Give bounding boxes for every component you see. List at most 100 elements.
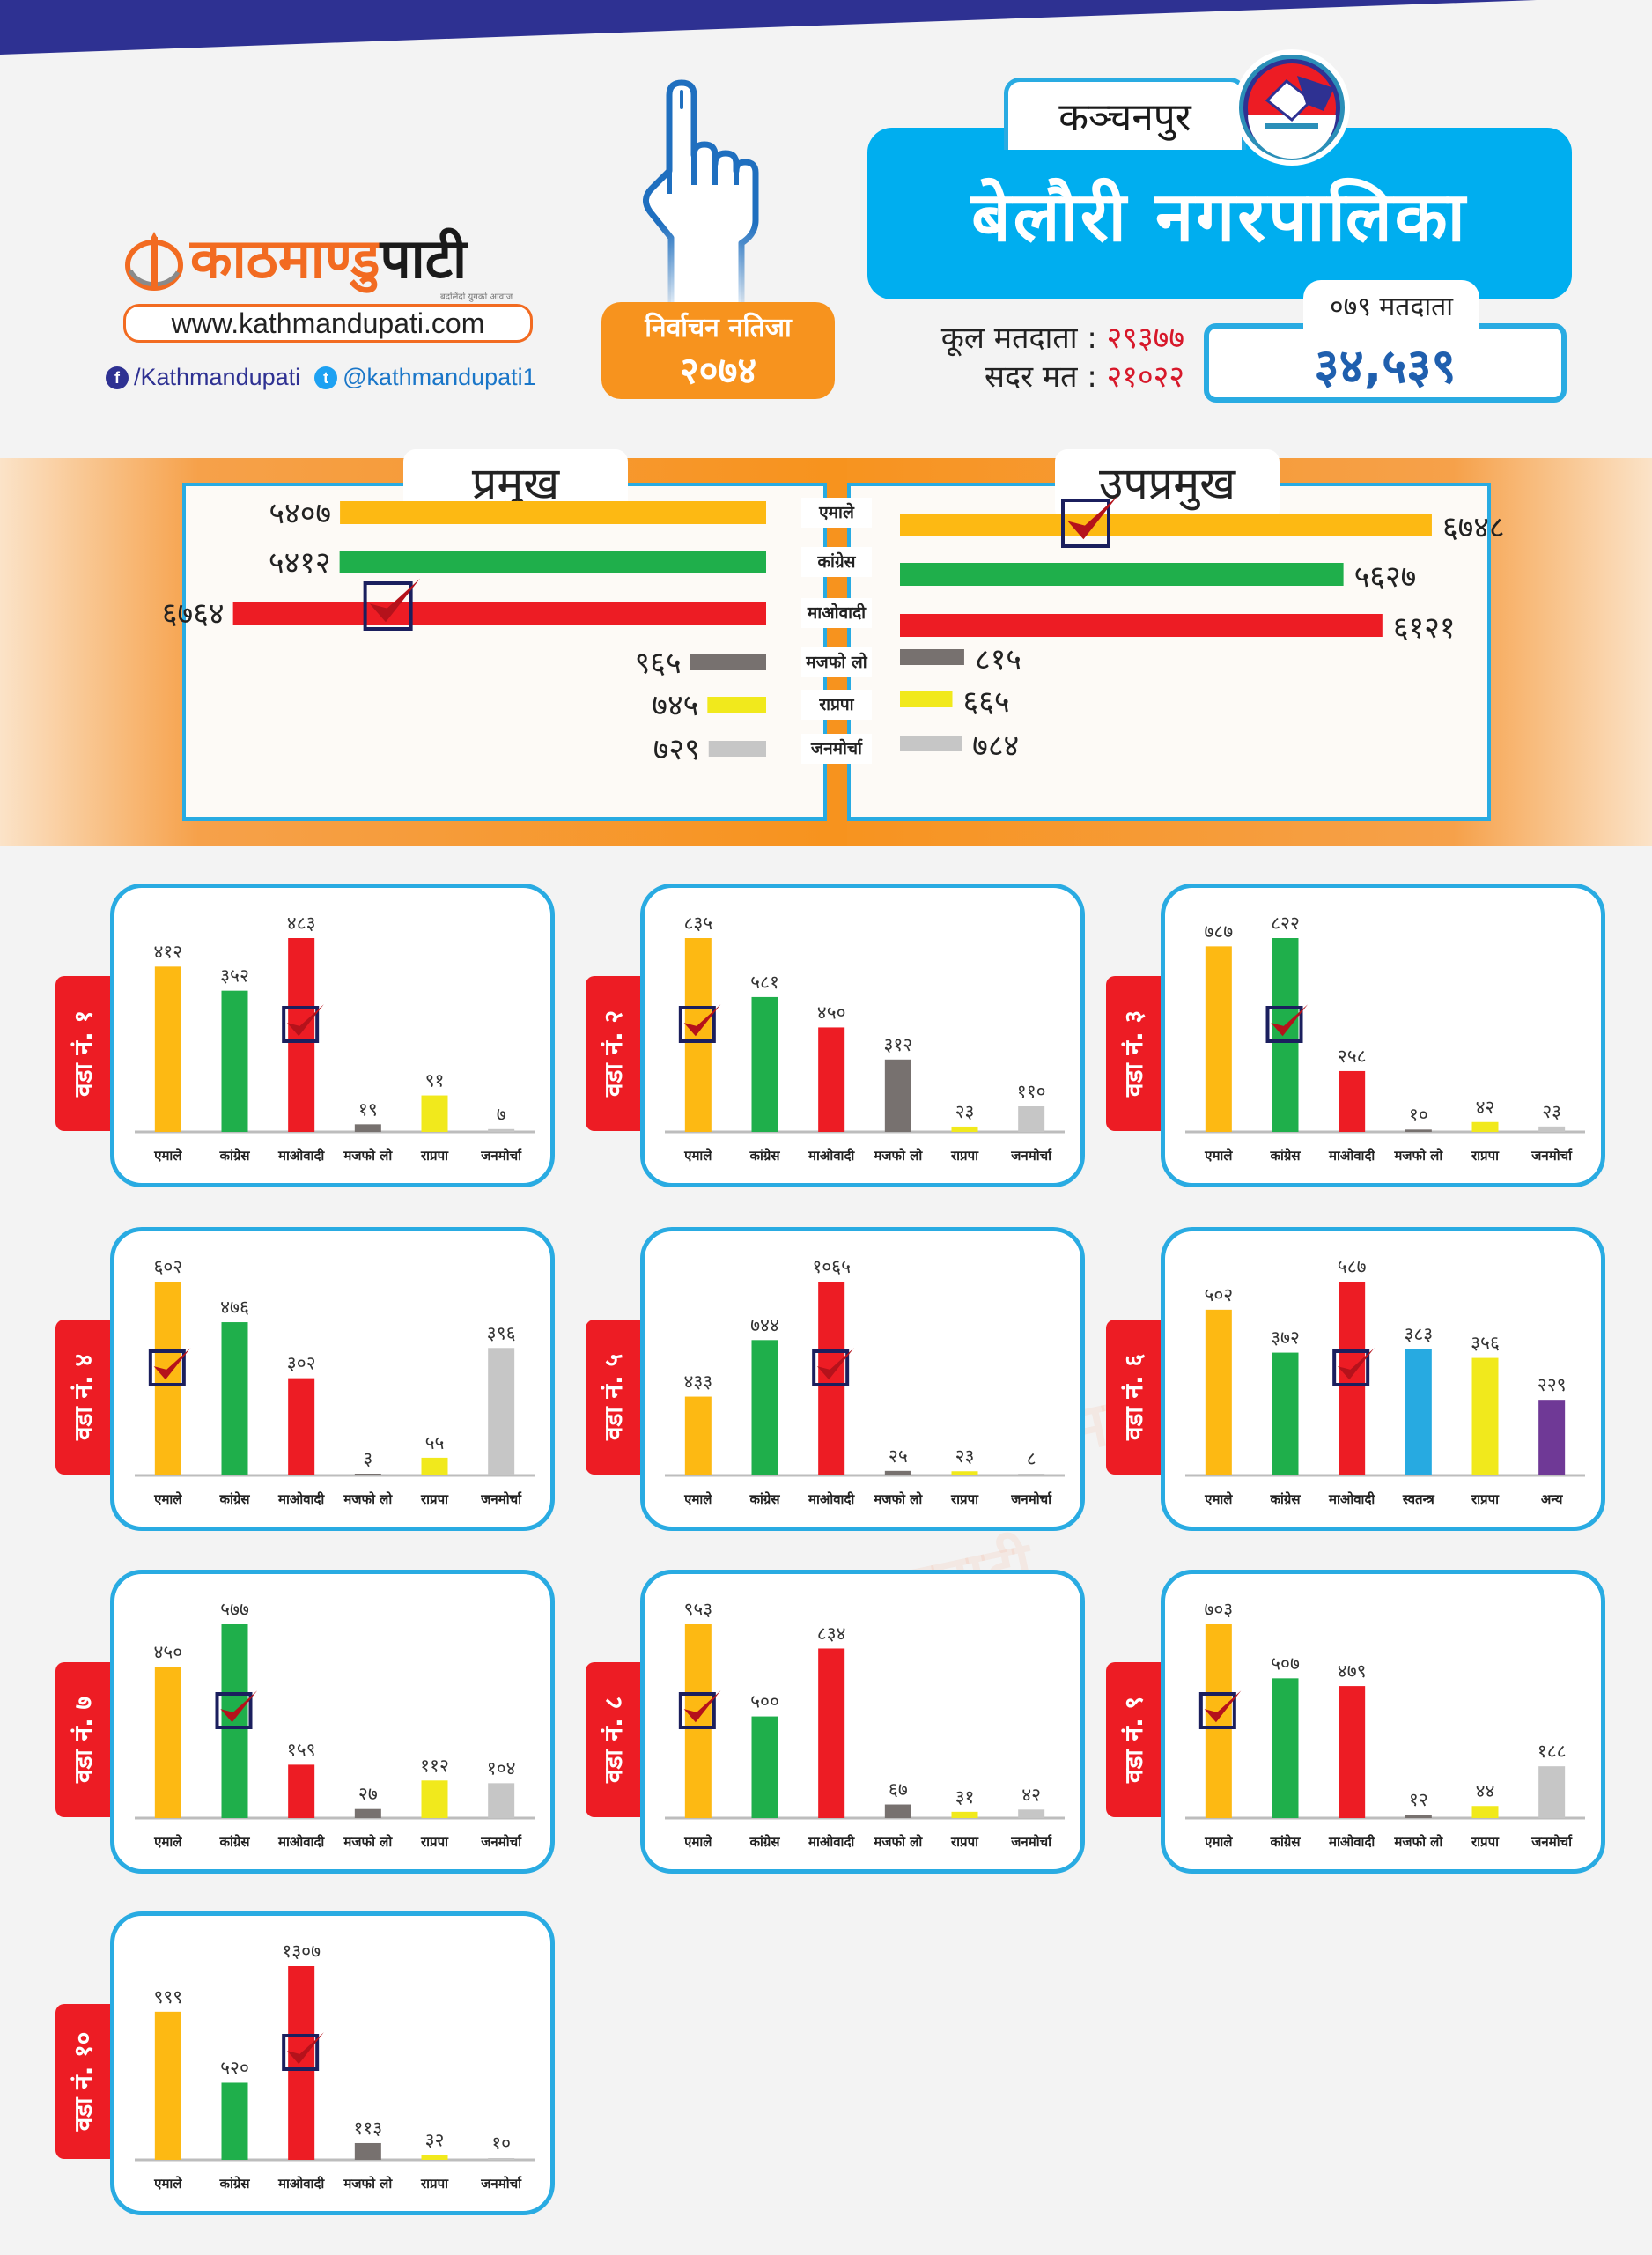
deputy-bar [900, 614, 1383, 637]
category-label: राप्रपा [950, 1148, 979, 1164]
category-label: जनमोर्चा [1010, 1148, 1052, 1164]
bar-value-label: ८२२ [1271, 913, 1300, 934]
bar-value-label: ३१ [955, 1786, 975, 1808]
winner-check-icon [678, 1690, 721, 1729]
mayor-value-label: ९६५ [635, 646, 682, 681]
bar-value-label: ९१ [425, 1070, 445, 1091]
bar-value-label: ३७२ [1271, 1327, 1300, 1349]
ward-bar-chart: ४३३ एमाले ७४४ कांग्रेस १०६५ माओवादी २५ मजफो लो २… [665, 1256, 1065, 1507]
bar [154, 1282, 181, 1475]
website-link[interactable]: www.kathmandupati.com [123, 304, 533, 343]
deputy-value-label: ६६५ [963, 684, 1010, 720]
valid-votes-value: २१०२२ [1106, 359, 1184, 395]
ward-number-tab: वडा नं. ९ [1106, 1662, 1161, 1817]
category-label: माओवादी [808, 1148, 855, 1164]
bar-value-label: २३ [1542, 1101, 1561, 1122]
dharahara-globe-icon [125, 232, 183, 291]
category-label: माओवादी [1328, 1491, 1375, 1507]
election-result-badge: निर्वाचन नतिजा २०७४ [601, 302, 835, 399]
bar-value-label: ७०३ [1204, 1599, 1233, 1620]
category-label: जनमोर्चा [480, 1491, 522, 1507]
winner-check-icon [282, 1004, 324, 1043]
social-links: f /Kathmandupati t @kathmandupati1 [106, 364, 536, 391]
bar [221, 2082, 248, 2160]
bar-value-label: २२९ [1538, 1374, 1567, 1395]
valid-votes-label: सदर मत : [985, 359, 1097, 395]
bar-value-label: ३५२ [220, 965, 249, 987]
bar-value-label: ४७६ [220, 1297, 249, 1318]
brand-logo-dark: पाटी [380, 226, 468, 291]
bar [1405, 1815, 1432, 1818]
bar [421, 2155, 448, 2160]
category-label: कांग्रेस [218, 1834, 250, 1850]
bar-value-label: ५५ [425, 1432, 445, 1453]
twitter-link[interactable]: @kathmandupati1 [343, 364, 536, 390]
category-label: एमाले [153, 1834, 182, 1850]
ward-bar-chart: ६०२ एमाले ४७६ कांग्रेस ३०२ माओवादी ३ मजफो लो ५५ र… [135, 1256, 535, 1507]
category-label: राप्रपा [950, 1834, 979, 1850]
ward-number-tab: वडा नं. २ [586, 976, 640, 1131]
bar [951, 1811, 978, 1818]
category-label: जनमोर्चा [1010, 1834, 1052, 1850]
facebook-link[interactable]: /Kathmandupati [134, 364, 301, 390]
ward-number-tab: वडा नं. ७ [55, 1662, 110, 1817]
bar-value-label: १९ [358, 1098, 378, 1120]
mayor-value-label: ६७६४ [162, 596, 225, 632]
bar [488, 2158, 515, 2160]
ward-card-frame [110, 884, 555, 1187]
ward-number-label: वडा नं. ३ [1119, 1009, 1148, 1098]
mayor-value-label: ५४१२ [269, 545, 331, 580]
bar-value-label: ११२ [420, 1755, 449, 1776]
party-label: जनमोर्चा [801, 734, 872, 764]
ward-number-label: वडा नं. २ [599, 1009, 628, 1098]
bar [488, 1348, 515, 1475]
valid-votes-row: सदर मत : २१०२२ [841, 358, 1184, 396]
bar [1471, 1121, 1499, 1132]
ward-card-frame [1161, 884, 1605, 1187]
ward-card-frame [1161, 1227, 1605, 1531]
category-label: एमाले [1204, 1834, 1233, 1850]
bar [221, 1322, 248, 1475]
category-label: जनमोर्चा [480, 1834, 522, 1850]
deputy-value-label: ६७४८ [1442, 510, 1505, 545]
bar-value-label: २५ [889, 1445, 908, 1467]
bar [884, 1059, 911, 1132]
ward-number-tab: वडा नं. ३ [1106, 976, 1161, 1131]
ward-number-label: वडा नं. ६ [1119, 1353, 1148, 1441]
bar [751, 1716, 778, 1818]
deputy-mayor-heading: उपप्रमुख [1055, 449, 1280, 521]
bar [421, 1780, 448, 1818]
winner-check-icon [678, 1004, 721, 1043]
bar-value-label: १३०७ [282, 1941, 321, 1962]
deputy-bar [900, 691, 953, 707]
bar-value-label: ११३ [353, 2118, 382, 2139]
voters-079-label: ०७९ मतदाता [1303, 280, 1479, 335]
winner-check-icon [1332, 1348, 1375, 1386]
deputy-value-label: ५६२७ [1354, 559, 1417, 595]
bar [1339, 1686, 1366, 1818]
bar-value-label: १२ [1409, 1789, 1428, 1810]
bar-value-label: ४२ [1476, 1097, 1495, 1118]
bar [288, 1378, 315, 1475]
winner-check-icon [812, 1348, 854, 1386]
category-label: एमाले [1204, 1491, 1233, 1507]
party-label: एमाले [801, 498, 872, 528]
ward-bar-chart: ७०३ एमाले ५०७ कांग्रेस ४७९ माओवादी १२ मजफो लो ४४… [1185, 1599, 1585, 1850]
bar-value-label: ३०२ [287, 1353, 316, 1374]
bar-value-label: ८३५ [683, 913, 712, 934]
winner-check-icon [215, 1690, 258, 1729]
bar-value-label: १० [491, 2133, 511, 2154]
bar [1272, 938, 1299, 1132]
ballot-box-icon [1234, 49, 1350, 166]
bar-value-label: ९५३ [683, 1599, 712, 1620]
category-label: माओवादी [277, 1491, 325, 1507]
ward-number-tab: वडा नं. ५ [586, 1320, 640, 1475]
category-label: माओवादी [1328, 1148, 1375, 1164]
bar [818, 1648, 845, 1818]
bar [818, 1282, 845, 1475]
bar-value-label: ५८१ [750, 972, 779, 993]
ward-chart: वडा नं. ५ ४३३ एमाले ७४४ कांग्रेस १०६५ माओवादी २… [586, 1227, 1085, 1531]
bar-value-label: ३ [363, 1448, 372, 1469]
bar [684, 1624, 712, 1818]
category-label: एमाले [683, 1834, 712, 1850]
